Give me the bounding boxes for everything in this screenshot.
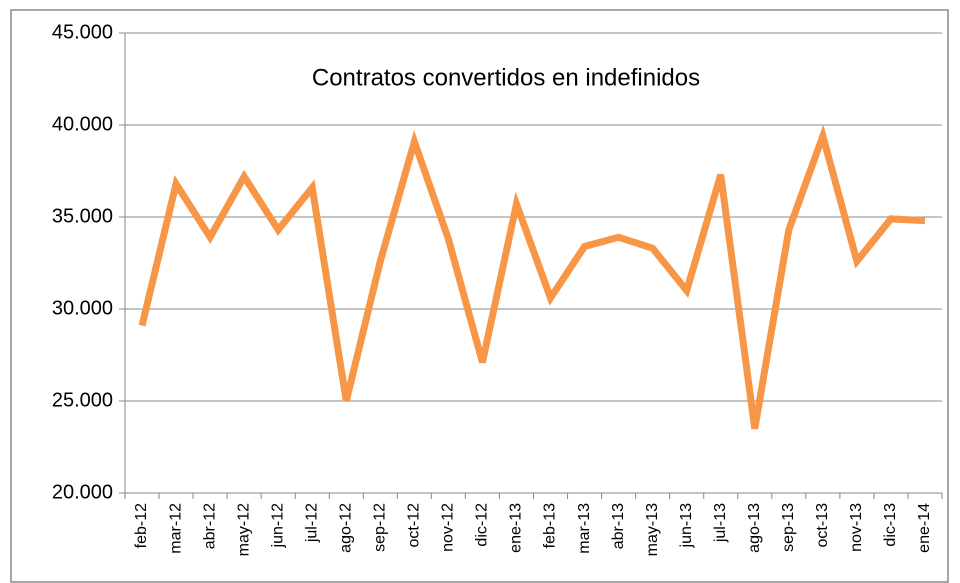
x-tick-label: oct-12 — [406, 503, 423, 548]
x-tick-label: oct-13 — [814, 503, 831, 548]
x-tick-label: dic-12 — [474, 503, 491, 547]
line-series — [138, 124, 926, 430]
x-tick-label: abr-12 — [201, 503, 218, 549]
y-tick-label: 45.000 — [52, 21, 113, 43]
y-tick-label: 35.000 — [52, 205, 113, 227]
chart-frame — [10, 9, 949, 583]
x-tick-label: sep-12 — [372, 503, 389, 552]
y-tick-label: 40.000 — [52, 113, 113, 135]
x-tick-label: sep-13 — [780, 503, 797, 552]
x-tick-label: mar-13 — [576, 503, 593, 554]
y-tick-label: 20.000 — [52, 481, 113, 503]
x-tick-label: feb-13 — [542, 503, 559, 548]
x-tick-label: jun-13 — [678, 503, 695, 549]
x-tick-label: ene-13 — [508, 503, 525, 553]
x-tick-label: ago-13 — [746, 503, 763, 553]
x-tick-label: ago-12 — [337, 503, 354, 553]
y-tick-label: 30.000 — [52, 297, 113, 319]
x-tick-label: abr-13 — [610, 503, 627, 549]
x-tick-label: may-12 — [235, 503, 252, 556]
y-tick-label: 25.000 — [52, 389, 113, 411]
x-tick-label: dic-13 — [882, 503, 899, 547]
x-tick-label: feb-12 — [133, 503, 150, 548]
x-tick-label: jun-12 — [269, 503, 286, 549]
x-tick-label: nov-13 — [848, 503, 865, 552]
x-tick-label: mar-12 — [167, 503, 184, 554]
x-tick-label: jul-13 — [712, 503, 729, 543]
x-tick-label: jul-12 — [303, 503, 320, 543]
x-tick-label: ene-14 — [916, 503, 933, 553]
x-tick-label: may-13 — [644, 503, 661, 556]
x-tick-label: nov-12 — [440, 503, 457, 552]
chart-title: Contratos convertidos en indefinidos — [312, 64, 700, 91]
